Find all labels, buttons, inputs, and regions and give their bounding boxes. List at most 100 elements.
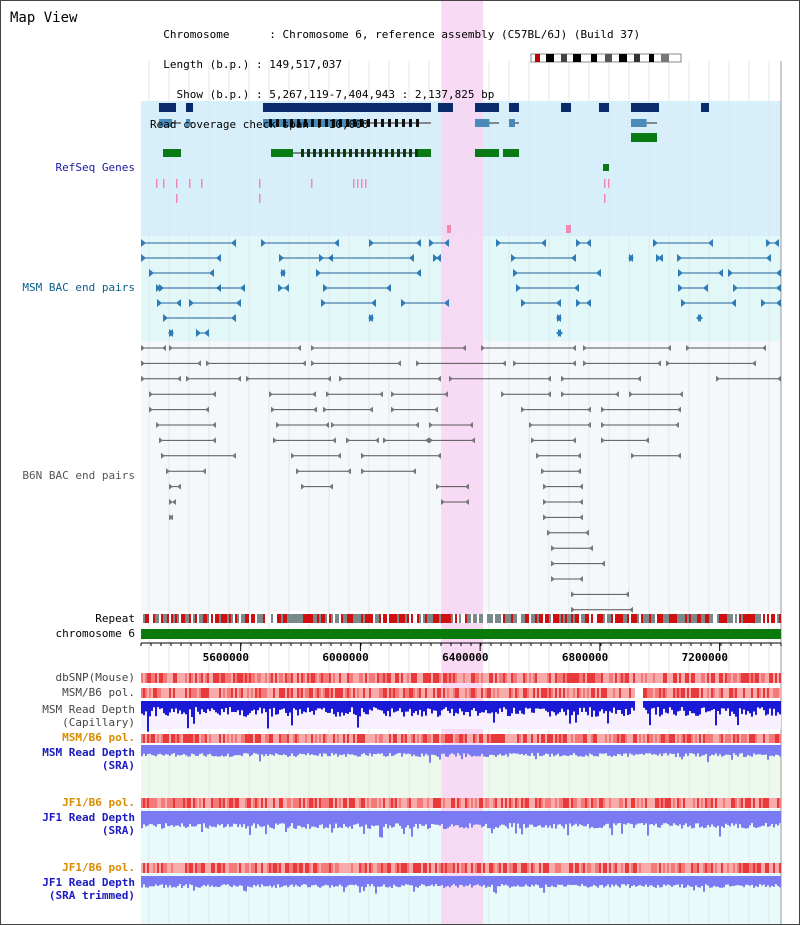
msm-b6-pol-bar (659, 688, 661, 698)
msm-depth-sra-bar (381, 745, 383, 754)
jf1-depth-trimmed-bar (523, 876, 525, 887)
msm-depth-sra-bar (277, 745, 279, 755)
dbsnp-bar (775, 673, 777, 683)
dbsnp-bar (241, 673, 243, 683)
jf1-b6-pol-bar-2 (641, 863, 643, 873)
repeat-element (437, 614, 439, 623)
msm-b6-pol-bar-2 (595, 734, 597, 743)
dbsnp-bar (433, 673, 435, 683)
repeat-element (309, 614, 311, 623)
repeat-gap (517, 614, 519, 623)
jf1-depth-sra-bar (329, 811, 331, 825)
msm-depth-sra-bar (439, 745, 441, 760)
jf1-depth-sra-bar (755, 811, 757, 828)
dbsnp-bar (201, 673, 203, 683)
msm-depth-capillary-bar (459, 701, 461, 709)
jf1-b6-pol-bar-2 (263, 863, 265, 873)
jf1-depth-trimmed-bar (525, 876, 527, 885)
jf1-depth-trimmed-bar (751, 876, 753, 885)
msm-depth-sra-bar (501, 745, 503, 756)
msm-b6-pol-bar (295, 688, 297, 698)
dbsnp-bar (237, 673, 239, 683)
msm-depth-sra-bar (705, 745, 707, 754)
b6n-bac-end (391, 406, 395, 413)
b6n-bac-end (629, 606, 633, 613)
msm-b6-pol-bar (403, 688, 405, 698)
msm-depth-sra-bar (651, 745, 653, 755)
jf1-depth-sra-bar (709, 811, 711, 827)
jf1-b6-pol-bar (641, 798, 643, 808)
msm-depth-capillary-bar (589, 701, 591, 708)
jf1-b6-pol-bar-2 (389, 863, 391, 873)
msm-depth-sra-bar (205, 745, 207, 757)
repeat-element (657, 614, 659, 623)
jf1-b6-pol-bar-2 (583, 863, 585, 873)
msm-depth-capillary-bar (361, 701, 363, 709)
msm-depth-capillary-bar (301, 701, 303, 714)
jf1-depth-trimmed-bar (463, 876, 465, 887)
jf1-depth-trimmed-bar (377, 876, 379, 887)
jf1-depth-trimmed-bar (647, 876, 649, 887)
msm-depth-sra-bar (177, 745, 179, 755)
dbsnp-bar (253, 673, 255, 683)
jf1-depth-trimmed-bar (609, 876, 611, 888)
jf1-depth-trimmed-bar (179, 876, 181, 885)
jf1-b6-pol-bar-2 (693, 863, 695, 873)
jf1-b6-pol-bar-2 (451, 863, 453, 873)
exon-mark (403, 149, 406, 157)
msm-b6-pol-bar (167, 688, 169, 698)
msm-depth-capillary-bar (631, 701, 633, 708)
jf1-depth-sra-bar (355, 811, 357, 825)
jf1-depth-trimmed-bar (715, 876, 717, 887)
jf1-depth-sra-bar (229, 811, 231, 827)
msm-depth-sra-bar (355, 745, 357, 756)
jf1-depth-trimmed-bar (253, 876, 255, 886)
msm-depth-capillary-bar (731, 701, 733, 712)
refseq-marker (566, 225, 571, 233)
msm-depth-sra-bar (225, 745, 227, 757)
jf1-b6-pol-bar (261, 798, 263, 808)
jf1-depth-sra-bar (727, 811, 729, 826)
jf1-depth-trimmed-bar (575, 876, 577, 885)
msm-b6-pol-bar (275, 688, 277, 698)
msm-depth-capillary-bar (169, 701, 171, 713)
track-label-b6n-bac[interactable]: B6N BAC end pairs (22, 469, 135, 482)
jf1-depth-trimmed-bar (665, 876, 667, 886)
dbsnp-bar (197, 673, 199, 683)
b6n-bac-end (313, 406, 317, 413)
dbsnp-bar (665, 673, 667, 683)
msm-b6-pol-bar (733, 688, 735, 698)
msm-depth-capillary-bar (515, 701, 517, 714)
repeat-gap (655, 614, 657, 623)
dbsnp-bar (683, 673, 685, 683)
jf1-b6-pol-bar-2 (261, 863, 263, 873)
msm-b6-pol-bar-2 (299, 734, 301, 743)
msm-bac-end (261, 239, 266, 247)
repeat-element (371, 614, 373, 623)
msm-bac-end (776, 269, 781, 277)
repeat-element (753, 614, 755, 623)
msm-depth-sra-bar (537, 745, 539, 754)
jf1-depth-sra-bar (609, 811, 611, 829)
jf1-b6-pol-bar (327, 798, 329, 808)
jf1-depth-sra-bar (267, 811, 269, 825)
msm-depth-capillary-bar (471, 701, 473, 711)
jf1-depth-trimmed-bar (359, 876, 361, 893)
track-label-msm-bac[interactable]: MSM BAC end pairs (22, 281, 135, 294)
jf1-depth-trimmed-bar (697, 876, 699, 888)
jf1-depth-trimmed-bar (695, 876, 697, 886)
msm-depth-capillary-bar (375, 701, 377, 708)
dbsnp-bar (425, 673, 427, 683)
msm-b6-pol-bar (179, 688, 181, 698)
dbsnp-bar (329, 673, 331, 683)
jf1-b6-pol-bar-2 (407, 863, 409, 873)
jf1-b6-pol-bar (187, 798, 189, 808)
dbsnp-bar (231, 673, 233, 683)
msm-b6-pol-bar (551, 688, 553, 698)
jf1-b6-pol-bar-2 (601, 863, 603, 873)
jf1-b6-pol-bar (159, 798, 161, 808)
repeat-element (235, 614, 237, 623)
msm-b6-pol-bar-2 (765, 734, 767, 743)
track-label-refseq[interactable]: RefSeq Genes (55, 161, 135, 174)
